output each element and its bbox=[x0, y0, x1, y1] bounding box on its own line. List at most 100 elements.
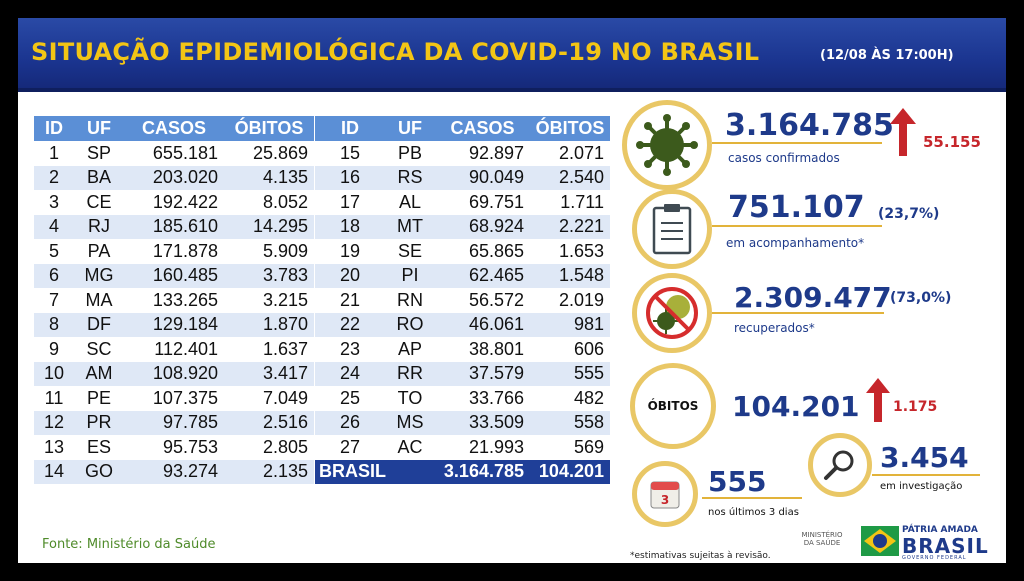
table-row: 7 MA 133.265 3.215 bbox=[34, 288, 314, 313]
col-obitos: ÓBITOS bbox=[224, 116, 314, 141]
table-row: 22 RO 46.061 981 bbox=[315, 312, 610, 337]
cell-casos: 90.049 bbox=[435, 165, 530, 190]
cell-uf: MG bbox=[74, 263, 124, 288]
page-title: SITUAÇÃO EPIDEMIOLÓGICA DA COVID-19 NO B… bbox=[31, 38, 760, 66]
col-id: ID bbox=[34, 116, 74, 141]
col-casos: CASOS bbox=[435, 116, 530, 141]
cell-casos: 93.274 bbox=[124, 459, 224, 484]
cell-obitos: 1.870 bbox=[224, 312, 314, 337]
cell-obitos: 2.805 bbox=[224, 435, 314, 460]
calendar-icon: 3 bbox=[650, 481, 680, 509]
cell-casos: 46.061 bbox=[435, 312, 530, 337]
recent-value: 555 bbox=[708, 465, 767, 498]
table-row: 10 AM 108.920 3.417 bbox=[34, 361, 314, 386]
cell-uf: AC bbox=[385, 435, 435, 460]
recovered-label: recuperados* bbox=[734, 321, 815, 335]
confirmed-value: 3.164.785 bbox=[725, 108, 894, 143]
table-row: 14 GO 93.274 2.135 bbox=[34, 459, 314, 484]
cell-id: 27 bbox=[315, 435, 385, 460]
col-obitos: ÓBITOS bbox=[530, 116, 610, 141]
recovered-value: 2.309.477 bbox=[734, 281, 892, 314]
cell-uf: SE bbox=[385, 239, 435, 264]
no-virus-icon bbox=[646, 287, 698, 339]
states-table-left: ID UF CASOS ÓBITOS 1 SP 655.181 25.869 2 BA 20… bbox=[34, 116, 314, 484]
cell-uf: MA bbox=[74, 288, 124, 313]
cell-uf: AP bbox=[385, 337, 435, 362]
table-row: 1 SP 655.181 25.869 bbox=[34, 141, 314, 166]
cell-casos: 37.579 bbox=[435, 361, 530, 386]
cell-casos: 65.865 bbox=[435, 239, 530, 264]
cell-uf: RN bbox=[385, 288, 435, 313]
cell-uf: AL bbox=[385, 190, 435, 215]
cell-casos: 97.785 bbox=[124, 410, 224, 435]
table-row: 26 MS 33.509 558 bbox=[315, 410, 610, 435]
cell-obitos: 14.295 bbox=[224, 214, 314, 239]
cell-id: 22 bbox=[315, 312, 385, 337]
cell-uf: SC bbox=[74, 337, 124, 362]
cell-obitos: 2.540 bbox=[530, 165, 610, 190]
cell-casos: 62.465 bbox=[435, 263, 530, 288]
total-label: BRASIL bbox=[315, 459, 435, 484]
cell-uf: BA bbox=[74, 165, 124, 190]
recent-circle: 3 bbox=[632, 461, 698, 527]
cell-id: 12 bbox=[34, 410, 74, 435]
table-row: 12 PR 97.785 2.516 bbox=[34, 410, 314, 435]
cell-id: 16 bbox=[315, 165, 385, 190]
table-row: 20 PI 62.465 1.548 bbox=[315, 263, 610, 288]
cell-uf: AM bbox=[74, 361, 124, 386]
cell-id: 11 bbox=[34, 386, 74, 411]
table-row: 18 MT 68.924 2.221 bbox=[315, 214, 610, 239]
deaths-value: 104.201 bbox=[732, 390, 860, 423]
cell-obitos: 1.637 bbox=[224, 337, 314, 362]
deaths-circle: ÓBITOS bbox=[630, 363, 716, 449]
col-casos: CASOS bbox=[124, 116, 224, 141]
cell-casos: 108.920 bbox=[124, 361, 224, 386]
cell-casos: 129.184 bbox=[124, 312, 224, 337]
ministerio-logo: MINISTÉRIO DA SAÚDE bbox=[801, 531, 843, 547]
table-row: 24 RR 37.579 555 bbox=[315, 361, 610, 386]
cell-id: 18 bbox=[315, 214, 385, 239]
virus-icon bbox=[636, 114, 698, 176]
cell-obitos: 2.516 bbox=[224, 410, 314, 435]
cell-uf: RJ bbox=[74, 214, 124, 239]
cell-id: 25 bbox=[315, 386, 385, 411]
table-row: 9 SC 112.401 1.637 bbox=[34, 337, 314, 362]
cell-obitos: 25.869 bbox=[224, 141, 314, 166]
investigation-underline bbox=[872, 474, 980, 476]
cell-casos: 192.422 bbox=[124, 190, 224, 215]
table-row: 19 SE 65.865 1.653 bbox=[315, 239, 610, 264]
cell-uf: CE bbox=[74, 190, 124, 215]
cell-obitos: 482 bbox=[530, 386, 610, 411]
table-row: 4 RJ 185.610 14.295 bbox=[34, 214, 314, 239]
cell-id: 26 bbox=[315, 410, 385, 435]
cell-id: 9 bbox=[34, 337, 74, 362]
cell-uf: ES bbox=[74, 435, 124, 460]
source-label: Fonte: Ministério da Saúde bbox=[42, 537, 216, 552]
cell-casos: 203.020 bbox=[124, 165, 224, 190]
deaths-delta: 1.175 bbox=[893, 399, 938, 415]
cell-id: 21 bbox=[315, 288, 385, 313]
cell-obitos: 1.711 bbox=[530, 190, 610, 215]
cell-casos: 107.375 bbox=[124, 386, 224, 411]
clipboard-icon bbox=[652, 204, 692, 255]
cell-casos: 69.751 bbox=[435, 190, 530, 215]
cell-uf: DF bbox=[74, 312, 124, 337]
cell-casos: 33.509 bbox=[435, 410, 530, 435]
recent-label: nos últimos 3 dias bbox=[708, 507, 799, 518]
cell-casos: 56.572 bbox=[435, 288, 530, 313]
cell-casos: 21.993 bbox=[435, 435, 530, 460]
cell-obitos: 4.135 bbox=[224, 165, 314, 190]
table-row: 2 BA 203.020 4.135 bbox=[34, 165, 314, 190]
cell-uf: MS bbox=[385, 410, 435, 435]
header-bar: SITUAÇÃO EPIDEMIOLÓGICA DA COVID-19 NO B… bbox=[18, 18, 1006, 92]
cell-obitos: 555 bbox=[530, 361, 610, 386]
table-row: 11 PE 107.375 7.049 bbox=[34, 386, 314, 411]
confirmed-circle bbox=[622, 100, 712, 190]
cell-id: 24 bbox=[315, 361, 385, 386]
cell-uf: PA bbox=[74, 239, 124, 264]
total-obitos: 104.201 bbox=[530, 459, 610, 484]
cell-obitos: 8.052 bbox=[224, 190, 314, 215]
cell-id: 23 bbox=[315, 337, 385, 362]
cell-id: 8 bbox=[34, 312, 74, 337]
cell-obitos: 2.071 bbox=[530, 141, 610, 166]
